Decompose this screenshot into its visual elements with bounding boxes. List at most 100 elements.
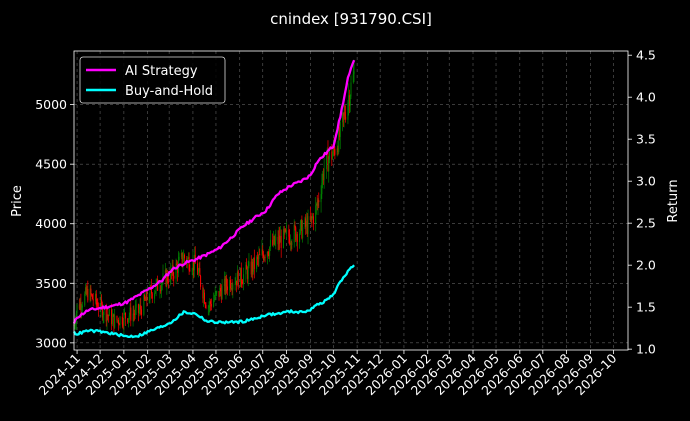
legend-box [79,56,226,104]
price-candle-body [90,288,92,295]
price-candle-body [258,254,260,260]
price-candle-body [240,267,242,282]
series-line-ai-strategy [72,59,356,324]
legend: AI Strategy Buy-and-Hold [79,56,226,104]
price-candle-body [316,203,318,206]
price-candle-body [347,102,349,120]
price-candle-body [164,270,166,274]
price-candle-body [315,203,317,206]
price-candle-body [87,288,89,301]
price-candle-body [199,268,201,276]
y-tick-label: 4500 [35,157,67,172]
price-candle-body [323,169,325,181]
price-candle-body [210,301,212,304]
price-candle-body [342,113,344,116]
price-candle-body [247,266,249,279]
price-candle-body [123,312,125,326]
price-candle-body [274,240,276,245]
price-candle-body [161,281,163,285]
price-candle-body [178,256,180,261]
price-candle-body [103,306,105,316]
price-candle-body [182,261,184,265]
price-candle-body [223,278,225,287]
price-candle-body [302,227,304,239]
y2-tick-label: 1.0 [636,342,656,357]
price-candle-body [264,257,266,258]
price-candle-body [189,270,191,272]
price-candle-body [139,305,141,310]
price-candle-body [279,235,281,243]
price-candle-body [111,309,113,325]
price-candle-body [224,278,226,292]
return-lines [72,59,356,339]
price-candle-body [300,219,302,223]
price-candle-body [230,280,232,289]
y2-tick-label: 2.5 [636,216,656,231]
price-candle-body [209,301,211,306]
price-candle-body [86,288,88,295]
price-candle-body [132,313,134,321]
price-candle-body [256,257,258,269]
price-candles [73,59,355,334]
price-candle-body [203,292,205,304]
price-candle-body [78,304,80,309]
price-candle-body [155,282,157,292]
price-candle-body [240,267,242,287]
price-candle-body [202,286,204,299]
price-candle-body [203,292,205,299]
price-candle-body [151,293,153,299]
price-candle-body [198,268,200,272]
price-candle-body [345,116,347,120]
price-candle-body [284,229,286,233]
price-candle-body [159,290,161,291]
price-candle-body [322,173,324,184]
price-candle-body [79,301,81,309]
price-candle-body [114,315,116,328]
price-candle-body [213,298,215,301]
price-candle-body [294,225,296,228]
price-candle-body [96,302,98,305]
price-candle-body [289,236,291,244]
price-candle-body [322,173,324,181]
price-candle-body [325,151,327,170]
price-candle-body [299,222,301,234]
price-candle-body [134,314,136,315]
legend-label-ai-strategy: AI Strategy [125,64,198,79]
price-candle-body [252,261,254,272]
price-candle-body [200,275,202,287]
price-candle-body [122,324,124,326]
price-candle-body [352,73,354,83]
price-candle-body [154,293,156,299]
price-candle-body [127,318,129,323]
price-candle-body [148,299,150,301]
price-candle-body [144,299,146,301]
price-candle-body [166,273,168,286]
price-candle-body [337,148,339,153]
price-candle-body [332,145,334,154]
price-candle-body [306,220,308,235]
price-candle-body [312,216,314,224]
price-candle-body [144,294,146,300]
price-candle-body [193,260,195,271]
price-candle-body [339,122,341,137]
price-candle-body [97,304,99,310]
price-candle-body [213,300,215,307]
price-candle-body [216,291,218,293]
price-candle-body [220,291,222,300]
price-candle-body [130,307,132,321]
price-candle-body [344,111,346,117]
y2-tick-label: 4.0 [636,90,656,105]
price-candle-body [232,284,234,290]
price-candle-body [92,299,94,301]
price-candle-body [105,306,107,322]
price-candle-body [220,287,222,292]
price-candle-body [165,270,167,286]
price-candle-body [237,271,239,287]
price-candle-body [80,301,82,310]
price-candle-body [231,288,233,290]
price-candle-body [141,309,143,315]
y-tick-label: 4000 [35,216,67,231]
price-candle-body [251,261,253,275]
price-candle-body [121,316,123,325]
price-candle-body [277,236,279,245]
